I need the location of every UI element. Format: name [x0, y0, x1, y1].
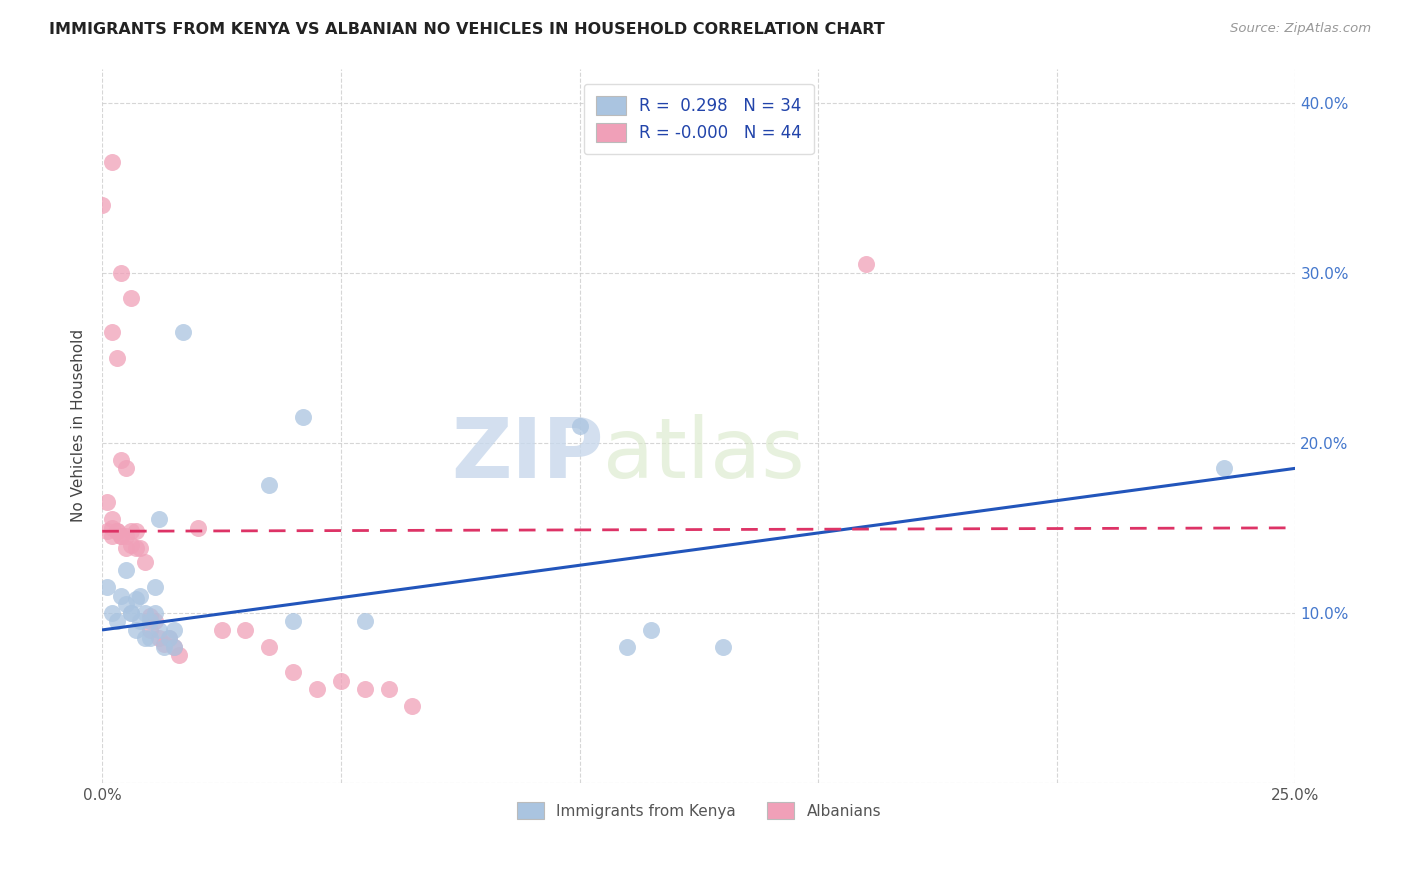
Point — [120, 606, 142, 620]
Point — [259, 640, 281, 654]
Point — [105, 351, 128, 365]
Point — [124, 592, 146, 607]
Point — [139, 632, 162, 646]
Point — [640, 623, 662, 637]
Point — [568, 418, 591, 433]
Point — [259, 478, 281, 492]
Point — [120, 524, 142, 539]
Point — [291, 410, 314, 425]
Point — [96, 524, 118, 539]
Point — [143, 615, 166, 629]
Point — [115, 563, 138, 577]
Point — [100, 606, 122, 620]
Point — [105, 615, 128, 629]
Point — [100, 325, 122, 339]
Point — [100, 155, 122, 169]
Point — [353, 682, 375, 697]
Point — [110, 529, 132, 543]
Point — [134, 555, 156, 569]
Text: atlas: atlas — [603, 414, 806, 495]
Point — [153, 640, 176, 654]
Point — [129, 615, 152, 629]
Point — [110, 589, 132, 603]
Point — [129, 589, 152, 603]
Point — [115, 598, 138, 612]
Point — [855, 257, 877, 271]
Point — [115, 529, 138, 543]
Point — [401, 699, 423, 714]
Text: IMMIGRANTS FROM KENYA VS ALBANIAN NO VEHICLES IN HOUSEHOLD CORRELATION CHART: IMMIGRANTS FROM KENYA VS ALBANIAN NO VEH… — [49, 22, 884, 37]
Point — [157, 632, 180, 646]
Point — [187, 521, 209, 535]
Point — [124, 623, 146, 637]
Y-axis label: No Vehicles in Household: No Vehicles in Household — [72, 329, 86, 523]
Point — [281, 615, 304, 629]
Point — [235, 623, 257, 637]
Point — [172, 325, 194, 339]
Point — [120, 291, 142, 305]
Point — [281, 665, 304, 680]
Point — [353, 615, 375, 629]
Point — [157, 632, 180, 646]
Point — [110, 452, 132, 467]
Point — [134, 632, 156, 646]
Point — [139, 615, 162, 629]
Point — [120, 606, 142, 620]
Point — [305, 682, 328, 697]
Point — [100, 529, 122, 543]
Point — [163, 640, 186, 654]
Point — [139, 609, 162, 624]
Point — [711, 640, 734, 654]
Point — [153, 636, 176, 650]
Point — [329, 673, 352, 688]
Point — [134, 606, 156, 620]
Text: Source: ZipAtlas.com: Source: ZipAtlas.com — [1230, 22, 1371, 36]
Point — [100, 521, 122, 535]
Point — [110, 266, 132, 280]
Point — [96, 581, 118, 595]
Point — [96, 495, 118, 509]
Point — [143, 606, 166, 620]
Point — [110, 529, 132, 543]
Point — [120, 538, 142, 552]
Point — [124, 524, 146, 539]
Point — [105, 524, 128, 539]
Point — [163, 640, 186, 654]
Point — [1212, 461, 1234, 475]
Point — [115, 541, 138, 556]
Point — [139, 623, 162, 637]
Point — [143, 581, 166, 595]
Point — [211, 623, 233, 637]
Point — [91, 197, 114, 211]
Point — [148, 632, 170, 646]
Point — [167, 648, 190, 663]
Point — [163, 623, 186, 637]
Point — [616, 640, 638, 654]
Point — [124, 541, 146, 556]
Legend: Immigrants from Kenya, Albanians: Immigrants from Kenya, Albanians — [510, 796, 887, 825]
Point — [115, 461, 138, 475]
Text: ZIP: ZIP — [451, 414, 603, 495]
Point — [129, 541, 152, 556]
Point — [148, 512, 170, 526]
Point — [377, 682, 399, 697]
Point — [100, 512, 122, 526]
Point — [148, 623, 170, 637]
Point — [105, 524, 128, 539]
